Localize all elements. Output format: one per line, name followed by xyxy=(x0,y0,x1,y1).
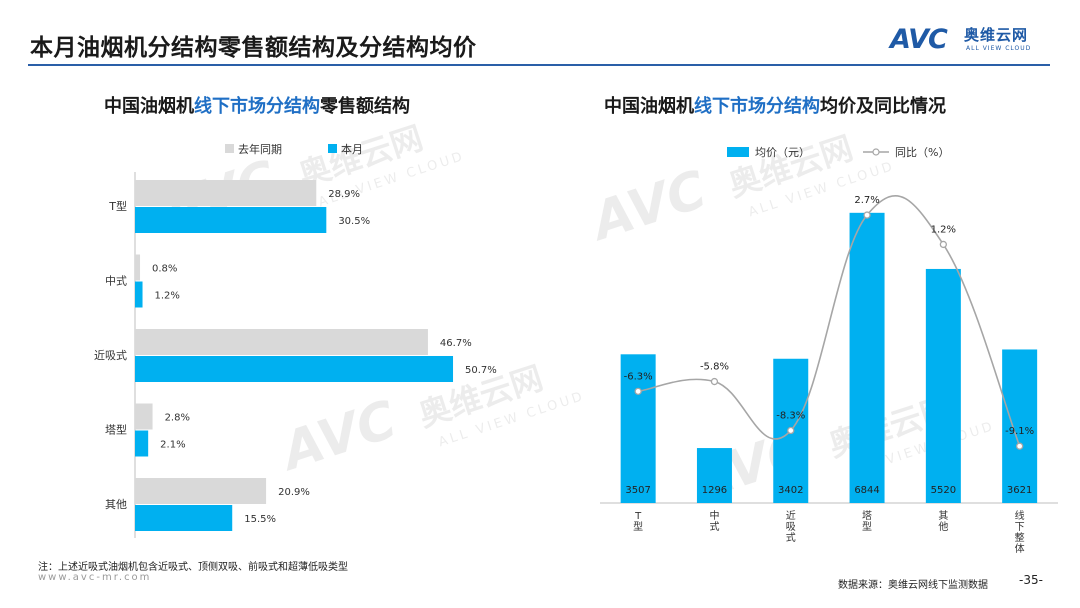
bar-last-year xyxy=(135,478,267,504)
bar-avg-price xyxy=(696,448,732,503)
point-yoy xyxy=(634,387,642,395)
data-label: 5520 xyxy=(931,485,956,496)
x-tick-label-char: 整 xyxy=(1015,531,1025,544)
bar-last-year xyxy=(135,254,141,281)
y-tick-label: 中式 xyxy=(105,275,127,288)
data-label: 28.9% xyxy=(328,189,360,200)
page-title: 本月油烟机分结构零售额结构及分结构均价 xyxy=(30,35,477,61)
data-label: 3402 xyxy=(778,485,803,496)
point-yoy xyxy=(787,426,795,435)
x-tick-label-char: 他 xyxy=(938,520,948,533)
bar-this-month xyxy=(135,356,454,382)
bar-avg-price xyxy=(925,268,961,503)
data-label: 1296 xyxy=(702,485,727,496)
x-tick-label-char: 式 xyxy=(786,531,796,544)
left-chart-title: 中国油烟机线下市场分结构零售额结构 xyxy=(104,96,410,117)
y-tick-label: 其他 xyxy=(105,498,127,511)
data-label: 30.5% xyxy=(338,216,370,227)
bar-this-month xyxy=(135,207,327,233)
bar-last-year xyxy=(135,403,153,430)
bar-this-month xyxy=(135,281,143,308)
legend-label-this-month: 本月 xyxy=(341,142,363,156)
data-label-yoy: -9.1% xyxy=(1005,426,1034,437)
bar-this-month xyxy=(135,505,233,531)
watermark-mark: AVC xyxy=(272,390,404,484)
data-label-yoy: 1.2% xyxy=(931,224,956,235)
data-label-yoy: 2.7% xyxy=(854,195,879,206)
data-label: 6844 xyxy=(854,485,879,496)
logo-en: ALL VIEW CLOUD xyxy=(966,45,1032,52)
bar-last-year xyxy=(135,180,317,206)
point-yoy xyxy=(1016,442,1024,450)
x-tick-label-char: 式 xyxy=(709,520,719,533)
y-tick-label: 塔型 xyxy=(105,423,127,437)
footnote: 注：上述近吸式油烟机包含近吸式、顶侧双吸、前吸式和超薄低吸类型 xyxy=(38,562,348,573)
data-label: 3507 xyxy=(625,485,650,496)
bar-avg-price xyxy=(1002,349,1038,503)
data-label-yoy: -8.3% xyxy=(776,411,805,422)
data-label: 15.5% xyxy=(244,514,276,525)
point-yoy xyxy=(863,211,871,219)
data-label-yoy: -5.8% xyxy=(700,362,729,373)
data-source: 数据来源：奥维云网线下监测数据 xyxy=(838,580,988,591)
data-label: 50.7% xyxy=(465,365,497,376)
data-label: 3621 xyxy=(1007,485,1032,496)
x-tick-label: 中 xyxy=(709,509,719,522)
legend-swatch-this-month xyxy=(328,144,337,153)
bar-last-year xyxy=(135,329,428,355)
point-yoy xyxy=(939,240,947,249)
point-yoy xyxy=(710,377,719,386)
data-label: 0.8% xyxy=(152,264,177,275)
y-tick-label: 近吸式 xyxy=(94,349,127,362)
x-tick-label: 线 xyxy=(1015,509,1025,522)
watermark-mark: AVC xyxy=(582,160,714,254)
website-url: www.avc-mr.com xyxy=(38,572,152,583)
x-tick-label: T xyxy=(634,511,642,522)
x-tick-label-char: 体 xyxy=(1015,543,1025,555)
data-label: 2.1% xyxy=(160,440,185,451)
x-tick-label: 塔 xyxy=(862,509,872,522)
slide-header: 本月油烟机分结构零售额结构及分结构均价 AVC 奥维云网 ALL VIEW CL… xyxy=(0,0,1080,68)
data-label: 46.7% xyxy=(440,338,472,349)
legend-swatch-avg-price xyxy=(727,147,749,157)
bar-avg-price xyxy=(849,212,885,504)
bar-avg-price xyxy=(620,354,656,503)
data-label-yoy: -6.3% xyxy=(624,371,653,382)
legend-swatch-last-year xyxy=(225,144,234,153)
bar-this-month xyxy=(135,430,149,457)
data-label: 1.2% xyxy=(155,291,180,302)
data-label: 2.8% xyxy=(165,413,190,424)
right-chart-title: 中国油烟机线下市场分结构均价及同比情况 xyxy=(604,96,946,117)
x-tick-label-char: 型 xyxy=(862,520,872,533)
x-tick-label: 其 xyxy=(938,510,948,522)
legend-label-yoy: 同比（%） xyxy=(895,146,949,159)
x-tick-label-char: 下 xyxy=(1015,522,1025,533)
x-tick-label-char: 吸 xyxy=(786,522,796,533)
y-tick-label: T型 xyxy=(108,199,127,213)
legend-label-avg-price: 均价（元） xyxy=(755,146,810,159)
header-divider xyxy=(28,64,1050,66)
logo-mark: AVC xyxy=(890,24,948,55)
legend-label-last-year: 去年同期 xyxy=(238,142,282,156)
data-label: 20.9% xyxy=(278,487,310,498)
x-tick-label: 近 xyxy=(786,509,796,522)
logo-cn: 奥维云网 xyxy=(964,26,1029,44)
legend-marker-yoy xyxy=(872,148,880,156)
line-yoy xyxy=(638,195,1021,447)
avc-logo: AVC 奥维云网 ALL VIEW CLOUD xyxy=(890,24,1055,56)
page-number: -35- xyxy=(1019,573,1043,587)
x-tick-label-char: 型 xyxy=(633,520,643,533)
